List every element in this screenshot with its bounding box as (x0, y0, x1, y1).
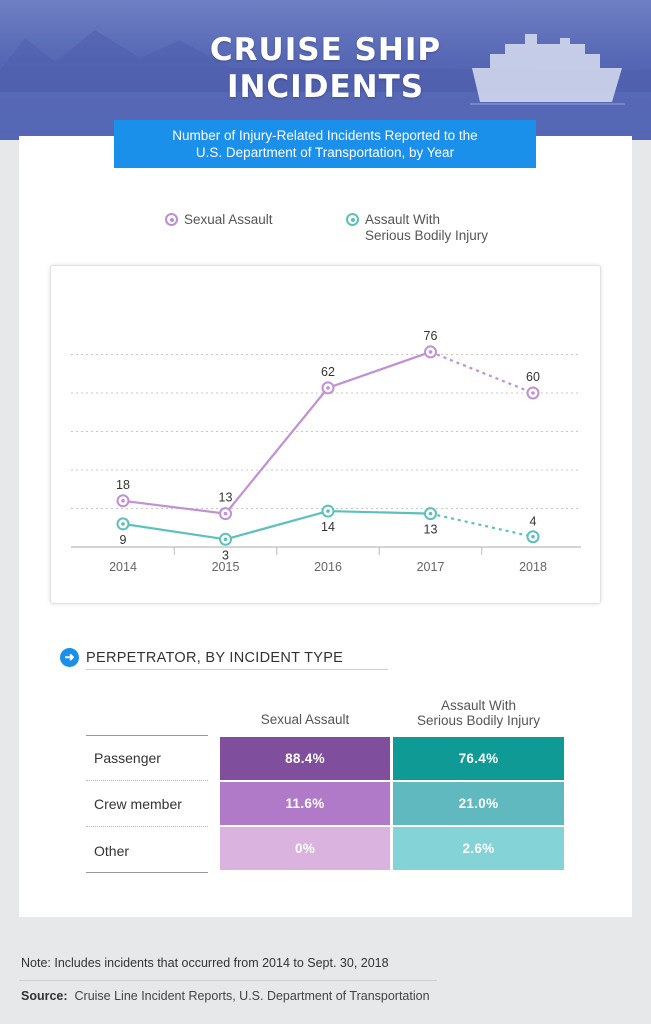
data-label: 14 (321, 520, 335, 534)
series-line (122, 350, 431, 515)
data-label: 62 (321, 365, 335, 379)
table-cell: 2.6% (393, 827, 564, 870)
table-cell: 0% (220, 827, 390, 870)
data-point-center (121, 499, 125, 503)
row-label-other: Other (94, 843, 130, 859)
table-bottom-rule (86, 872, 208, 873)
table-cell: 11.6% (220, 782, 390, 825)
footnote-divider (19, 980, 437, 981)
series-line-dashed (430, 512, 534, 538)
data-point-center (223, 511, 228, 516)
x-tick-label: 2016 (314, 560, 342, 574)
column-header-sexual-assault: Sexual Assault (260, 712, 350, 727)
data-point-center (531, 534, 535, 539)
column-header-assault-injury: Assault With Serious Bodily Injury (416, 698, 541, 728)
source-line: Source: Cruise Line Incident Reports, U.… (21, 989, 430, 1003)
data-point-center (531, 391, 535, 395)
x-tick-label: 2015 (212, 560, 240, 574)
data-label: 3 (222, 548, 229, 562)
data-label: 18 (116, 478, 130, 492)
series-line-dashed (430, 350, 534, 395)
circle-marker-icon (346, 213, 359, 226)
data-point-center (326, 509, 330, 513)
legend-item-assault-injury: Assault With Serious Bodily Injury (346, 212, 488, 244)
row-divider (86, 826, 208, 827)
ship-icon (472, 34, 622, 102)
data-point-center (428, 350, 433, 354)
table-cell: 76.4% (393, 737, 564, 780)
row-divider (86, 780, 208, 781)
series-line (122, 509, 431, 541)
x-tick-label: 2017 (417, 560, 445, 574)
legend-item-sexual-assault: Sexual Assault (165, 212, 273, 228)
x-tick-label: 2018 (519, 560, 547, 574)
line-chart: 2014 2015 2016 2017 2018 18 13 62 76 60 9 3 14 13 4 (71, 329, 581, 574)
table-cell: 21.0% (393, 782, 564, 825)
chart-frame: 2014 2015 2016 2017 2018 18 13 62 76 60 9 3 14 13 4 (50, 265, 601, 604)
data-point-center (223, 537, 228, 542)
page-title: CRUISE SHIP INCIDENTS (209, 32, 442, 105)
data-label: 9 (120, 533, 127, 547)
data-label: 13 (424, 523, 438, 537)
chart-subtitle: Number of Injury-Related Incidents Repor… (114, 120, 536, 168)
table-cell: 88.4% (220, 737, 390, 780)
arrow-right-icon: ➜ (60, 648, 79, 667)
data-point-center (428, 511, 433, 516)
data-label: 76 (424, 329, 438, 343)
data-label: 13 (219, 491, 233, 505)
row-label-crew: Crew member (94, 796, 182, 812)
data-label: 4 (530, 515, 537, 529)
table-top-rule (86, 735, 208, 736)
row-label-passenger: Passenger (94, 750, 161, 766)
data-point-center (326, 386, 330, 390)
footnote: Note: Includes incidents that occurred f… (21, 956, 389, 970)
circle-marker-icon (165, 213, 178, 226)
data-point-center (121, 522, 125, 526)
x-tick-label: 2014 (109, 560, 137, 574)
data-label: 60 (526, 370, 540, 384)
header-banner: CRUISE SHIP INCIDENTS (0, 0, 651, 140)
